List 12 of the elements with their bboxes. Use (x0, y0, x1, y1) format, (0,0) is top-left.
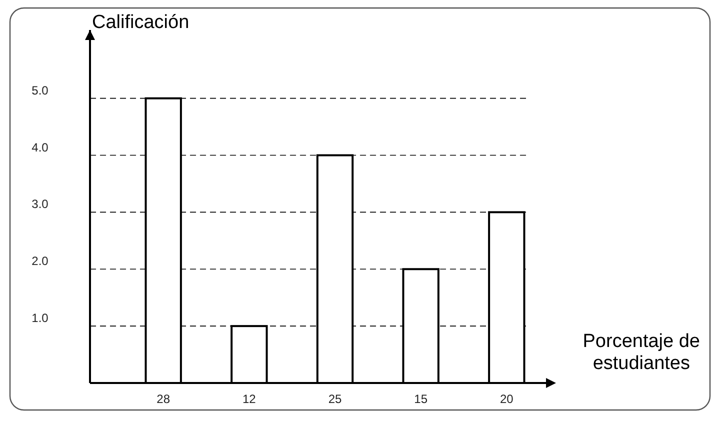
x-tick-label: 25 (328, 392, 342, 406)
x-axis-title: Porcentaje de estudiantes (582, 331, 700, 374)
x-tick-label: 20 (500, 392, 514, 406)
y-tick-label: 5.0 (32, 83, 49, 98)
y-axis-title: Calificación (92, 12, 190, 33)
y-tick-label: 4.0 (32, 140, 49, 154)
x-tick-label: 15 (414, 392, 428, 406)
y-tick-label: 2.0 (32, 254, 49, 268)
y-tick-label: 1.0 (32, 311, 49, 326)
x-tick-label: 28 (156, 392, 170, 406)
y-tick-label: 3.0 (32, 197, 49, 212)
x-tick-label: 12 (242, 392, 256, 406)
